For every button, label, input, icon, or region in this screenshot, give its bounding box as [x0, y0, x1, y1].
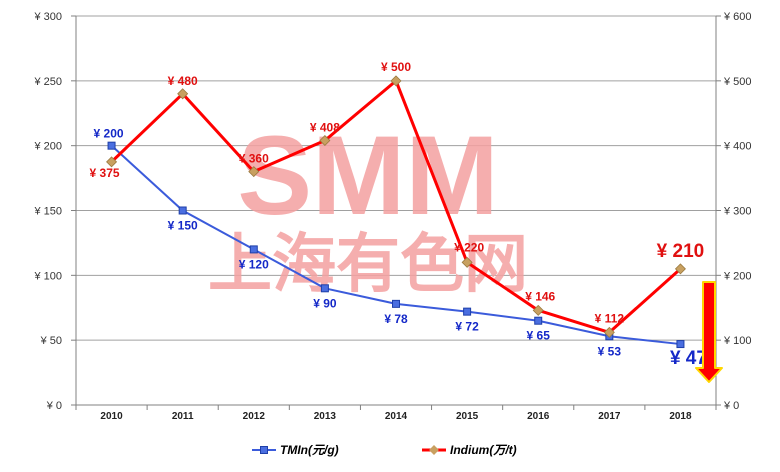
tmin-point	[249, 245, 258, 254]
indium-point	[106, 156, 118, 168]
tmin-data-label: ¥ 78	[384, 312, 408, 326]
indium-data-label: ¥ 375	[90, 166, 120, 180]
indium-data-label: ¥ 220	[454, 240, 484, 254]
tmin-point	[320, 284, 329, 293]
tmin-point	[534, 316, 543, 325]
tmin-data-label: ¥ 72	[455, 320, 479, 334]
left-axis-tick-label: ¥ 50	[40, 335, 62, 347]
indium-point	[532, 304, 544, 316]
indium-data-label: ¥ 210	[657, 241, 705, 262]
legend-label-tmin: TMIn(元/g)	[280, 443, 339, 457]
left-axis-tick-label: ¥ 200	[33, 141, 62, 153]
series	[106, 75, 686, 349]
x-tick-label: 2016	[527, 411, 550, 422]
tmin-point	[178, 206, 187, 215]
left-axis-tick-label: ¥ 0	[46, 400, 62, 412]
x-tick-label: 2018	[669, 411, 692, 422]
right-axis-tick-label: ¥ 0	[723, 400, 739, 412]
watermark: SMM 上海有色网	[208, 113, 528, 300]
legend-marker-indium	[429, 445, 439, 455]
indium-data-label: ¥ 500	[381, 60, 411, 74]
x-tick-label: 2010	[100, 411, 123, 422]
right-axis-tick-label: ¥ 300	[723, 206, 752, 218]
indium-point	[390, 75, 402, 87]
tmin-data-label: ¥ 120	[239, 257, 269, 271]
right-axis-tick-label: ¥ 400	[723, 141, 752, 153]
right-axis-tick-label: ¥ 200	[723, 270, 752, 282]
axes: ¥ 0 ¥ 50 ¥ 100 ¥ 150 ¥ 200 ¥ 250 ¥ 300 ¥ 0 ¥ 100…	[33, 11, 751, 422]
left-axis-tick-label: ¥ 250	[33, 76, 62, 88]
indium-data-label: ¥ 146	[525, 289, 555, 303]
indium-point	[319, 134, 331, 146]
tmin-data-label: ¥ 53	[598, 344, 622, 358]
annotation	[695, 281, 723, 383]
left-axis-tick-label: ¥ 300	[33, 11, 62, 23]
data-labels: ¥ 200 ¥ 150 ¥ 120 ¥ 90 ¥ 78 ¥ 72 ¥ 65 ¥ 53 ¥ 47 ¥…	[90, 60, 707, 369]
tmin-data-label: ¥ 200	[94, 127, 124, 141]
tmin-data-label: ¥ 47	[670, 348, 707, 369]
watermark-logo-cn: 上海有色网	[208, 228, 528, 300]
legend: TMIn(元/g) Indium(万/t)	[252, 443, 517, 457]
indium-point	[461, 256, 473, 268]
legend-marker-tmin	[260, 446, 268, 454]
watermark-logo-smm: SMM	[237, 113, 498, 238]
tmin-data-label: ¥ 90	[313, 296, 337, 310]
left-axis-tick-label: ¥ 100	[33, 270, 62, 282]
indium-data-label: ¥ 112	[595, 311, 625, 325]
tmin-point	[392, 299, 400, 308]
x-tick-label: 2017	[598, 411, 621, 422]
tmin-point	[676, 340, 685, 349]
indium-point	[248, 166, 260, 178]
right-axis-tick-label: ¥ 100	[723, 335, 752, 347]
x-tick-label: 2012	[243, 411, 266, 422]
tmin-data-label: ¥ 150	[168, 219, 198, 233]
indium-data-label: ¥ 360	[239, 152, 269, 166]
x-tick-label: 2013	[314, 411, 337, 422]
indium-point	[674, 263, 686, 275]
right-axis-tick-label: ¥ 500	[723, 76, 752, 88]
x-tick-label: 2014	[385, 411, 408, 422]
indium-data-label: ¥ 480	[168, 74, 198, 88]
indium-data-label: ¥ 408	[310, 120, 340, 134]
right-axis-tick-label: ¥ 600	[723, 11, 752, 23]
tmin-point	[107, 141, 116, 150]
down-arrow-annotation	[695, 281, 723, 383]
tmin-point	[463, 307, 472, 316]
tmin-data-label: ¥ 65	[527, 329, 551, 343]
legend-label-indium: Indium(万/t)	[450, 443, 517, 457]
x-tick-label: 2011	[172, 411, 194, 422]
left-axis-tick-label: ¥ 150	[33, 206, 62, 218]
indium-point	[603, 326, 615, 338]
indium-point	[177, 88, 189, 100]
x-tick-label: 2015	[456, 411, 479, 422]
